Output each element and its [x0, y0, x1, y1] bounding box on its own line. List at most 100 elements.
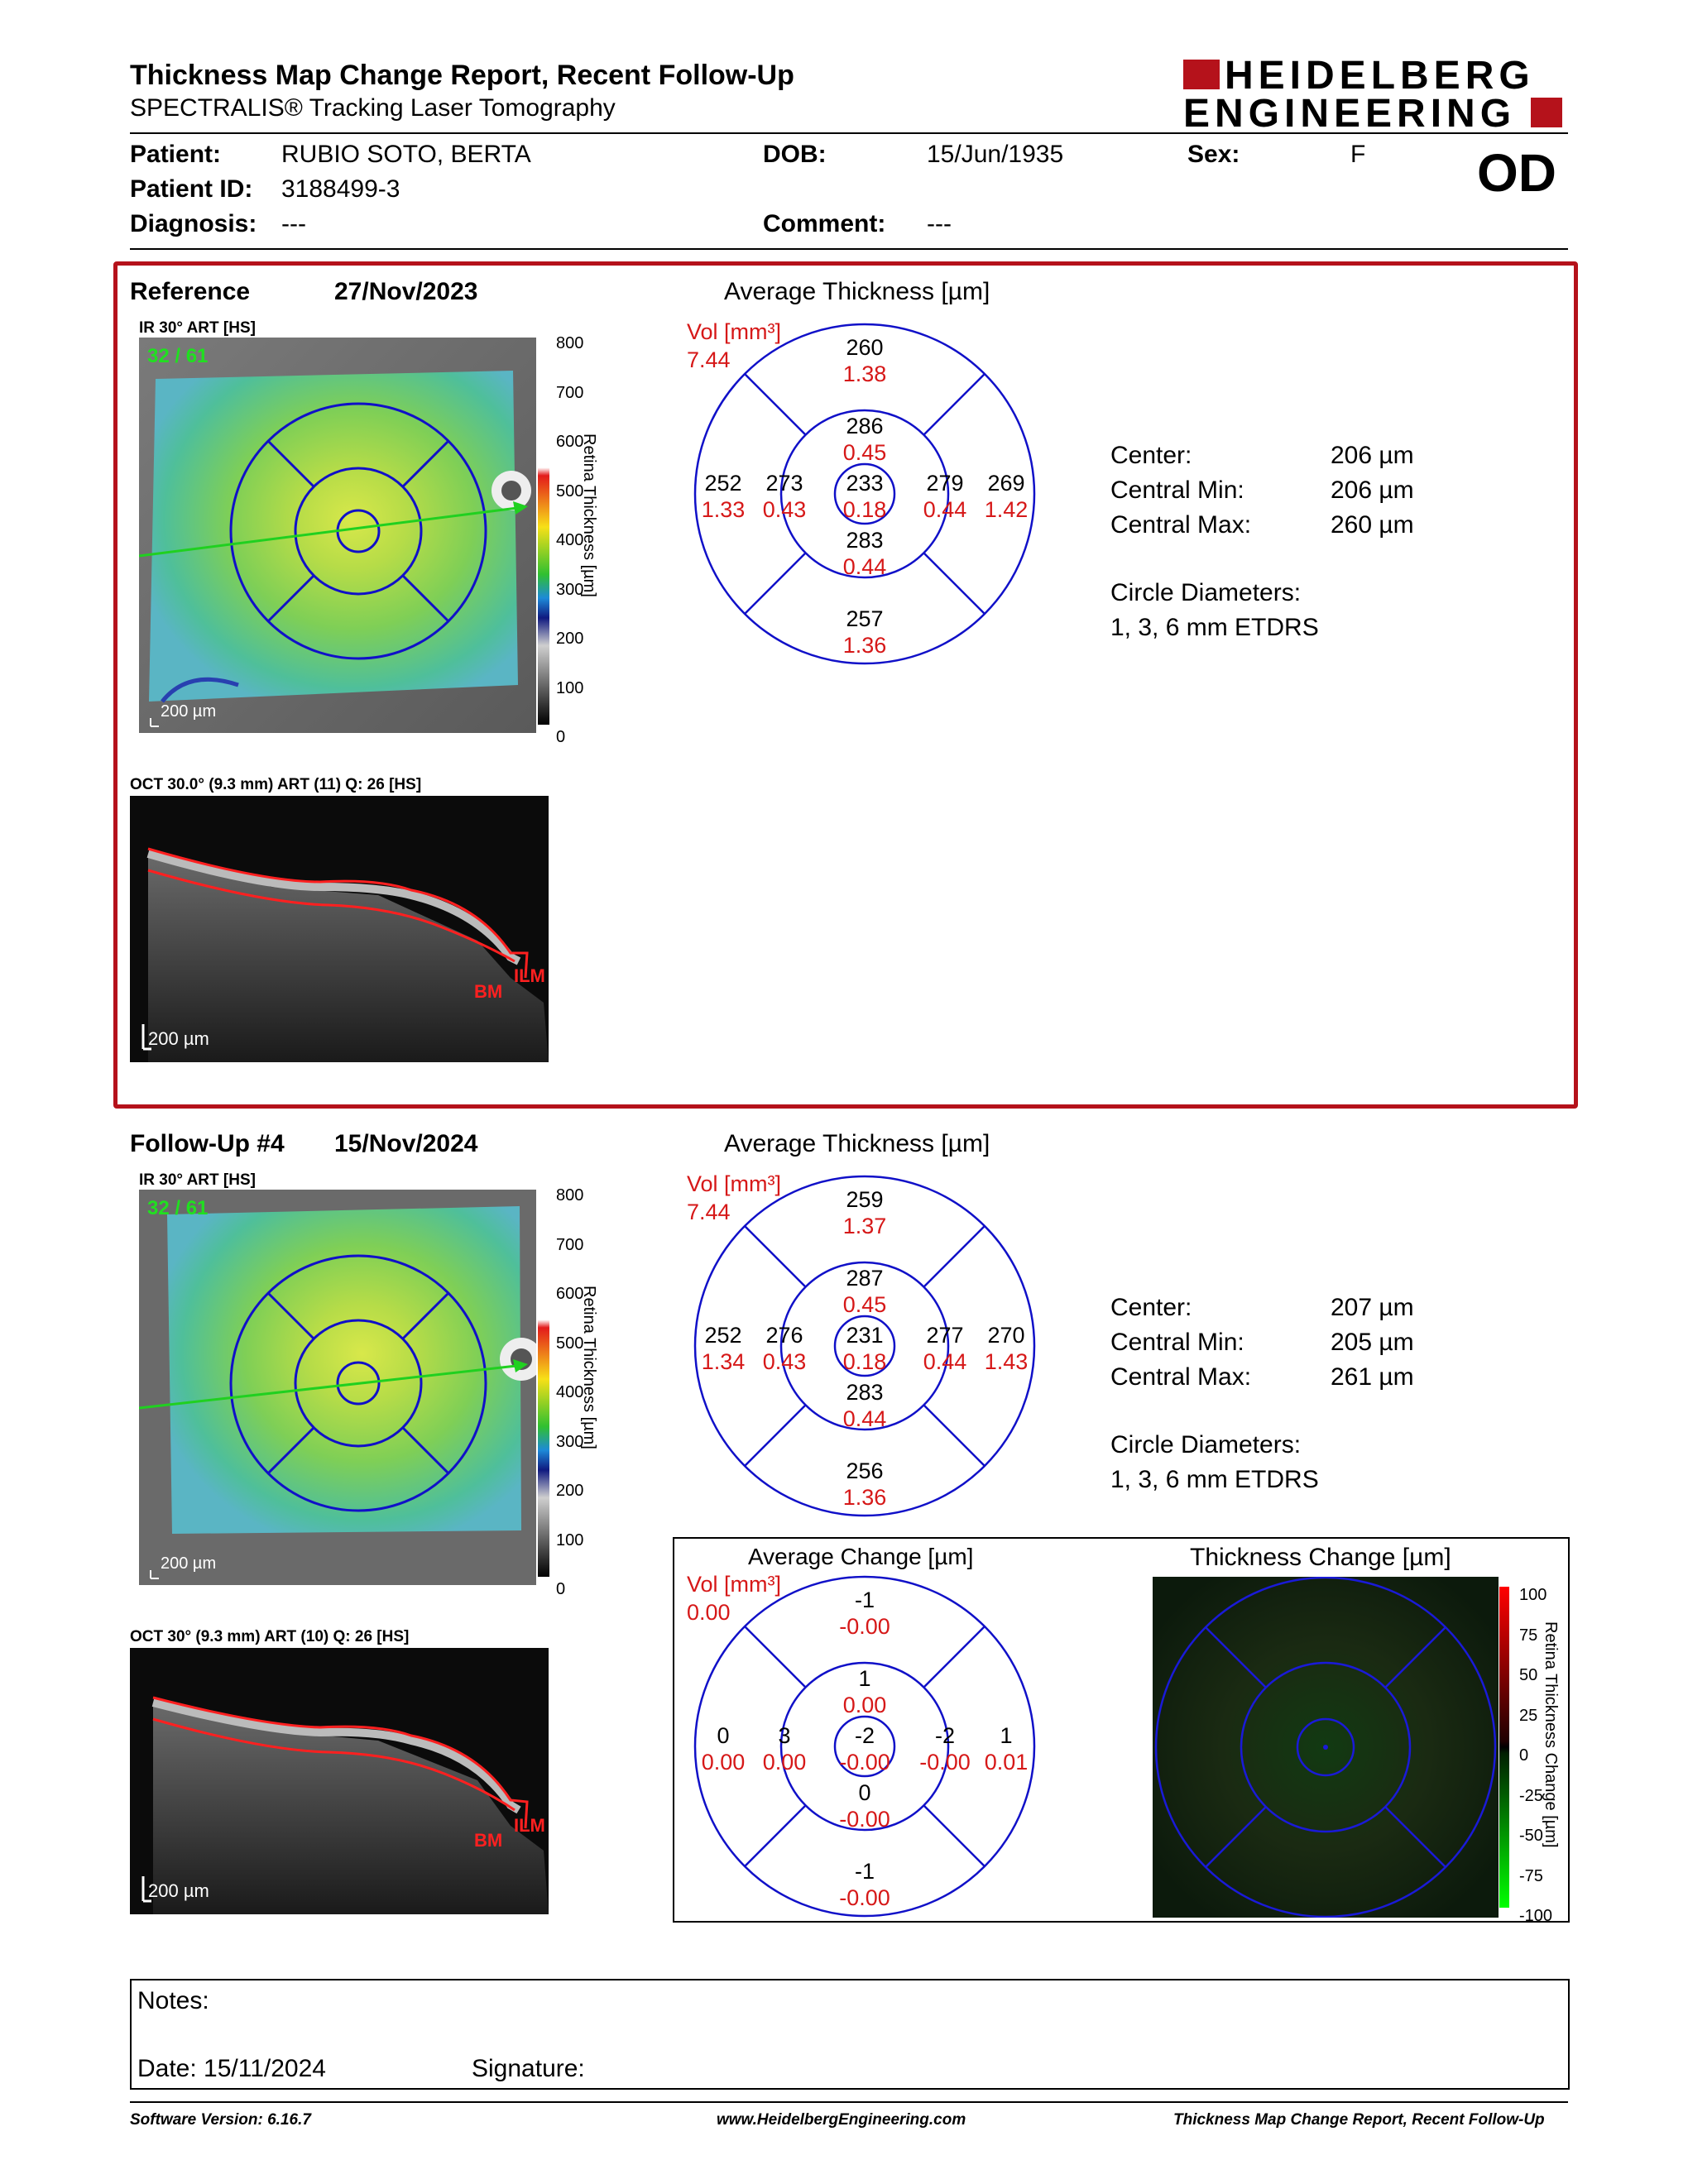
ref-max-value: 260 µm: [1331, 511, 1414, 539]
fu-colorbar: [538, 1181, 549, 1577]
fu-inner-temp-thickness: 276: [765, 1323, 803, 1348]
ref-center-thickness: 233: [846, 471, 883, 496]
ref-outer-nas-thickness: 269: [987, 471, 1024, 496]
fu-slo-caption: IR 30° ART [HS]: [139, 1171, 256, 1189]
fu-min-label: Central Min:: [1110, 1329, 1244, 1356]
chg-inner-inf-thickness: 0: [858, 1780, 870, 1805]
comment: ---: [927, 210, 952, 237]
fu-avg-title: Average Thickness [µm]: [724, 1130, 990, 1157]
fu-diam-label: Circle Diameters:: [1110, 1431, 1302, 1458]
footer-website[interactable]: www.HeidelbergEngineering.com: [717, 2111, 966, 2129]
chg-inner-sup-volume: 0.00: [843, 1693, 887, 1717]
chg-center-thickness: -2: [855, 1723, 875, 1748]
ref-diam-label: Circle Diameters:: [1110, 579, 1302, 606]
change-colorbar: [1499, 1587, 1509, 1908]
fu-outer-sup-volume: 1.37: [843, 1214, 887, 1238]
ref-outer-nas-volume: 1.42: [985, 497, 1029, 522]
chg-center-volume: -0.00: [839, 1750, 890, 1774]
chg-etdrs-svg: -2-0.0010.000-0.0030.00-2-0.00-1-0.00-1-…: [693, 1575, 1036, 1918]
notes-box[interactable]: [130, 1979, 1570, 2090]
ref-slo-caption: IR 30° ART [HS]: [139, 319, 256, 337]
fu-outer-nas-thickness: 270: [987, 1323, 1024, 1348]
signature-label: Signature:: [472, 2055, 585, 2082]
fu-divider-1: [923, 1225, 985, 1288]
chg-ring-1: [779, 1661, 950, 1832]
fu-center-label: Center:: [1110, 1294, 1192, 1321]
fu-center-volume: 0.18: [843, 1349, 887, 1374]
reference-section: [113, 261, 1578, 1109]
fu-max-value: 261 µm: [1331, 1363, 1414, 1391]
change-avg-title: Average Change [µm]: [748, 1544, 974, 1569]
ref-etdrs-svg: 2330.182860.452830.442730.432790.442601.…: [693, 323, 1036, 665]
patient-rule: [130, 248, 1568, 250]
footer-rule: [130, 2101, 1568, 2103]
reference-date: 27/Nov/2023: [334, 278, 478, 305]
ref-inner-nas-volume: 0.44: [923, 497, 967, 522]
fu-inner-nas-volume: 0.44: [923, 1349, 967, 1374]
ref-divider-2: [744, 552, 807, 615]
report-subtitle: SPECTRALIS® Tracking Laser Tomography: [130, 94, 616, 122]
sex-label: Sex:: [1187, 141, 1240, 168]
change-vol-label: Vol [mm³]: [687, 1572, 782, 1597]
ref-outer-temp-thickness: 252: [704, 471, 741, 496]
heidelberg-logo: HEIDELBERG ENGINEERING: [1183, 54, 1562, 136]
ref-inner-temp-thickness: 273: [765, 471, 803, 496]
fu-max-label: Central Max:: [1110, 1363, 1252, 1391]
chg-divider-1: [923, 1626, 985, 1688]
diagnosis-label: Diagnosis:: [130, 210, 257, 237]
fu-outer-temp-thickness: 252: [704, 1323, 741, 1348]
chg-outer-sup-thickness: -1: [855, 1588, 875, 1612]
ref-diam-value: 1, 3, 6 mm ETDRS: [1110, 614, 1319, 641]
change-colorbar-title: Retina Thickness Change [µm]: [1542, 1621, 1560, 1848]
eye-label: OD: [1477, 143, 1556, 203]
ref-thickness-map: [139, 338, 536, 733]
fu-outer-inf-volume: 1.36: [843, 1485, 887, 1510]
fu-etdrs-svg: 2310.182870.452830.442760.432770.442591.…: [693, 1175, 1036, 1517]
fu-ilm-label: ILM: [514, 1815, 545, 1836]
ref-center-volume: 0.18: [843, 497, 887, 522]
ref-colorbar-title: Retina Thickness [µm]: [580, 433, 598, 597]
ref-ring-1: [779, 409, 950, 579]
fu-center-thickness: 231: [846, 1323, 883, 1348]
followup-date: 15/Nov/2024: [334, 1130, 478, 1157]
fu-inner-inf-thickness: 283: [846, 1380, 883, 1405]
sex: F: [1350, 141, 1366, 168]
chg-outer-temp-volume: 0.00: [702, 1750, 746, 1774]
change-vol-total: 0.00: [687, 1600, 731, 1625]
diagnosis: ---: [281, 210, 306, 237]
ref-outer-inf-thickness: 257: [846, 606, 883, 631]
ref-vol-total: 7.44: [687, 347, 731, 372]
fu-etdrs-chart: 231 0.18 287 0.45 283 0.44 276 0.43 277 0.44 259 1.…: [687, 1168, 1043, 1524]
fu-bm-label: BM: [474, 1830, 502, 1851]
footer-software: Software Version: 6.16.7: [130, 2111, 311, 2129]
fu-inner-inf-volume: 0.44: [843, 1406, 887, 1431]
ref-slo-scale: 200 µm: [161, 702, 216, 721]
reference-label: Reference: [130, 278, 251, 305]
fu-oct-caption: OCT 30° (9.3 mm) ART (10) Q: 26 [HS]: [130, 1628, 410, 1645]
ref-outer-inf-volume: 1.36: [843, 633, 887, 658]
ref-inner-inf-thickness: 283: [846, 528, 883, 553]
ref-center-value: 206 µm: [1331, 442, 1414, 469]
fu-slo-scale: 200 µm: [161, 1554, 216, 1573]
ref-outer-sup-thickness: 260: [846, 335, 883, 360]
ref-max-label: Central Max:: [1110, 511, 1252, 539]
patient-id-label: Patient ID:: [130, 175, 253, 203]
ref-bm-label: BM: [474, 981, 502, 1002]
fu-oct-bscan: ILM BM 200 µm: [130, 1648, 549, 1914]
ref-oct-caption: OCT 30.0° (9.3 mm) ART (11) Q: 26 [HS]: [130, 776, 422, 793]
ref-inner-sup-thickness: 286: [846, 414, 883, 438]
fu-colorbar-ticks: 800 700 600 500 400 300 200 100 0: [556, 1186, 584, 1598]
ref-ilm-label: ILM: [514, 965, 545, 986]
fu-divider-2: [744, 1404, 807, 1467]
fu-vol-total: 7.44: [687, 1200, 731, 1224]
header-rule: [130, 132, 1568, 134]
fu-ring-0: [693, 1175, 1036, 1517]
change-etdrs-chart: -2 -0.00 1 0.00 0 -0.00 3 0.00 -2 -0.00 -1 -0.00 -1-…: [687, 1569, 1043, 1924]
chg-inner-inf-volume: -0.00: [839, 1807, 890, 1832]
ref-divider-1: [923, 373, 985, 436]
patient-name: RUBIO SOTO, BERTA: [281, 141, 531, 168]
fu-etdrs-grid-overlay: 32 / 61 200 µm: [139, 1197, 528, 1579]
ref-outer-sup-volume: 1.38: [843, 362, 887, 386]
logo-line2: ENGINEERING: [1183, 92, 1517, 136]
chg-outer-sup-volume: -0.00: [839, 1614, 890, 1639]
